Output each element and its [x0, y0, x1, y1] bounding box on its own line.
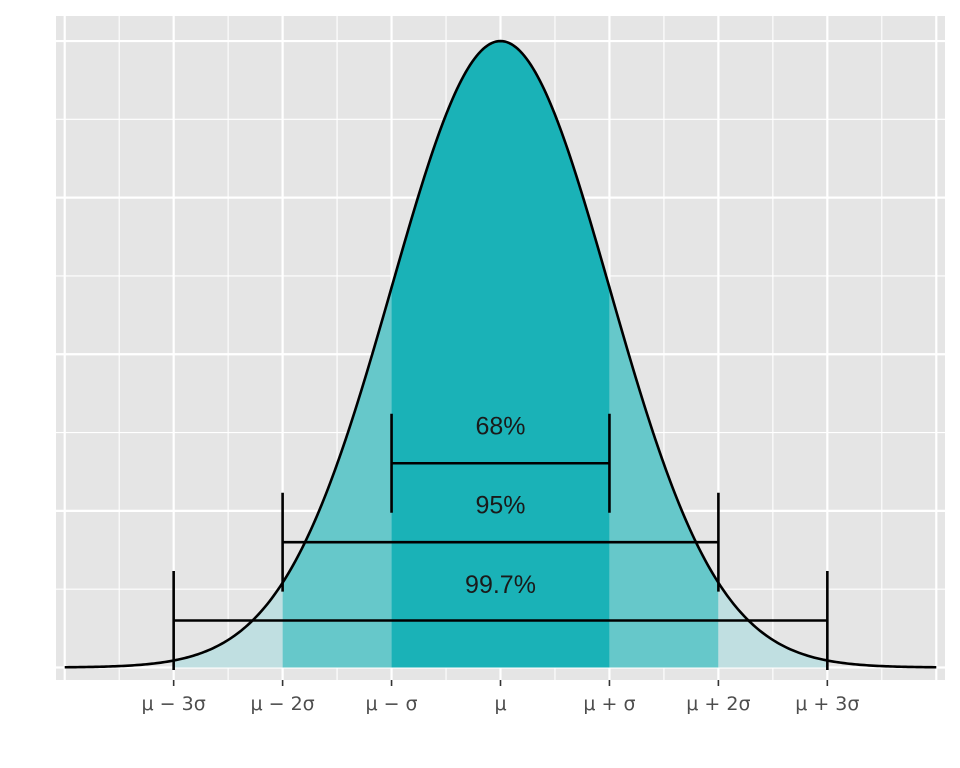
- shaded-bands: [173, 41, 828, 668]
- x-tick-label: μ + 2σ: [686, 693, 750, 715]
- shaded-band: [173, 582, 283, 668]
- x-tick-label: μ − σ: [365, 693, 417, 715]
- interval-bracket: 99.7%: [172, 571, 829, 670]
- x-tick-label: μ − 2σ: [250, 693, 314, 715]
- x-tick-label: μ + σ: [583, 693, 635, 715]
- x-axis-ticks: [172, 680, 829, 686]
- x-tick-label: μ: [494, 693, 506, 715]
- density-curve: [64, 39, 937, 669]
- x-tick-label: μ − 3σ: [142, 693, 206, 715]
- interval-label: 68%: [475, 412, 525, 440]
- interval-bracket: 95%: [281, 491, 720, 592]
- x-tick-label: μ + 3σ: [795, 693, 859, 715]
- interval-label: 95%: [475, 491, 525, 519]
- interval-bracket: 68%: [390, 412, 611, 513]
- x-axis-tick-labels: μ − 3σ μ − 2σ μ − σ μ μ + σ μ + 2σ μ + 3σ: [142, 693, 860, 715]
- shaded-band: [391, 41, 610, 668]
- interval-label: 99.7%: [465, 571, 536, 599]
- interval-brackets: 68% 95% 99.7%: [172, 412, 829, 670]
- shaded-band: [718, 582, 828, 668]
